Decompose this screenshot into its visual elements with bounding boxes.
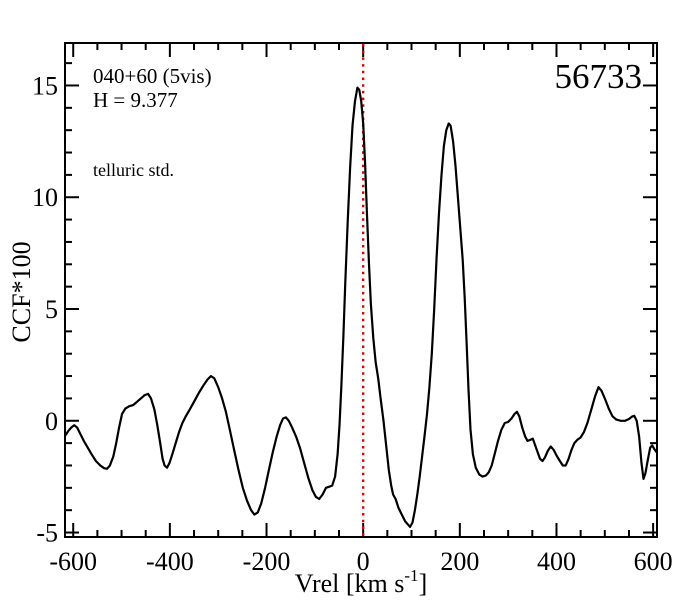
y-axis-title: CCF*100 [7, 241, 36, 342]
y-tick-label: 15 [32, 71, 58, 100]
x-axis-title-main: Vrel [km s [295, 569, 405, 598]
x-axis-title: Vrel [km s-1] [295, 566, 427, 598]
annotation-field: 040+60 (5vis) [93, 64, 212, 88]
annotation-obsid: 56733 [555, 57, 643, 96]
y-tick-label: -5 [36, 519, 58, 548]
x-tick-label: 600 [634, 547, 673, 576]
y-tick-label: 10 [32, 183, 58, 212]
x-tick-label: 0 [357, 547, 370, 576]
x-axis-title-superscript: -1 [404, 566, 418, 585]
annotation-telluric: telluric std. [93, 160, 174, 180]
x-tick-label: 200 [440, 547, 479, 576]
ccf-curve [64, 86, 658, 529]
x-axis-title-close: ] [419, 569, 428, 598]
y-tick-label: 5 [45, 295, 58, 324]
annotation-hmag: H = 9.377 [93, 88, 178, 112]
plot-frame [64, 42, 658, 538]
x-tick-label: -600 [49, 547, 97, 576]
x-tick-label: 400 [537, 547, 576, 576]
x-tick-label: -200 [243, 547, 291, 576]
x-tick-label: -400 [146, 547, 194, 576]
y-tick-label: 0 [45, 407, 58, 436]
axis-ticks: -600 -400 -200 0 200 400 600 -5 0 5 10 15 [32, 43, 673, 576]
